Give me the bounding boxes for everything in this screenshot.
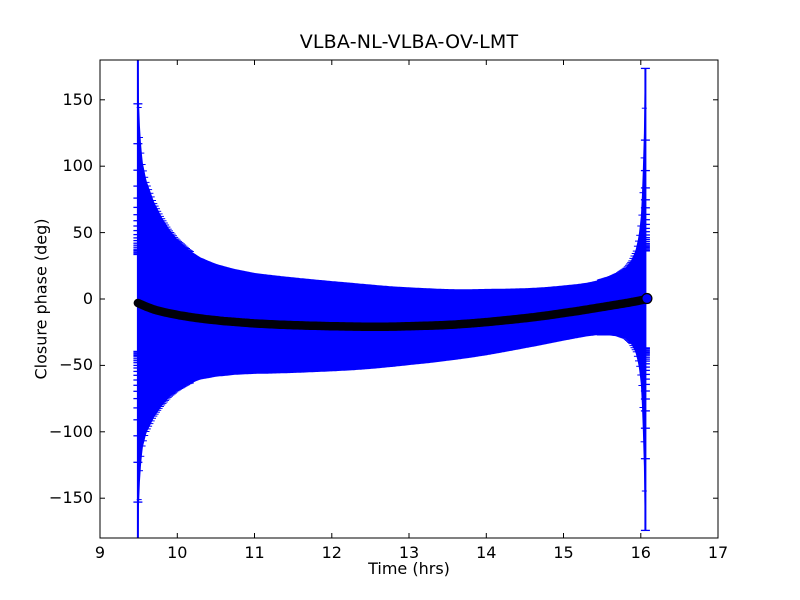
error-envelope xyxy=(137,60,645,538)
x-tick-label: 14 xyxy=(476,543,497,562)
y-tick-label: 100 xyxy=(62,156,93,176)
x-tick-label: 13 xyxy=(398,543,420,562)
y-tick-label: −150 xyxy=(49,488,93,508)
y-tick-label: 150 xyxy=(62,89,93,109)
closure-phase-curve xyxy=(133,295,649,331)
x-tick-label: 10 xyxy=(167,543,188,562)
y-tick-label: 0 xyxy=(82,289,93,308)
x-tick-label: 12 xyxy=(321,543,342,562)
x-tick-label: 16 xyxy=(630,543,651,562)
chart-title: VLBA-NL-VLBA-OV-LMT xyxy=(299,31,519,53)
x-tick-label: 9 xyxy=(94,543,106,562)
x-axis-label: Time (hrs) xyxy=(368,559,450,578)
x-tick-label: 15 xyxy=(553,543,574,562)
y-tick-label: −50 xyxy=(59,355,93,375)
x-tick-label: 11 xyxy=(244,543,265,562)
y-tick-label: 50 xyxy=(72,222,93,242)
y-tick-label: −100 xyxy=(49,421,93,441)
end-data-marker xyxy=(641,292,653,305)
x-tick-label: 17 xyxy=(707,543,729,562)
tick-marks xyxy=(99,60,719,538)
